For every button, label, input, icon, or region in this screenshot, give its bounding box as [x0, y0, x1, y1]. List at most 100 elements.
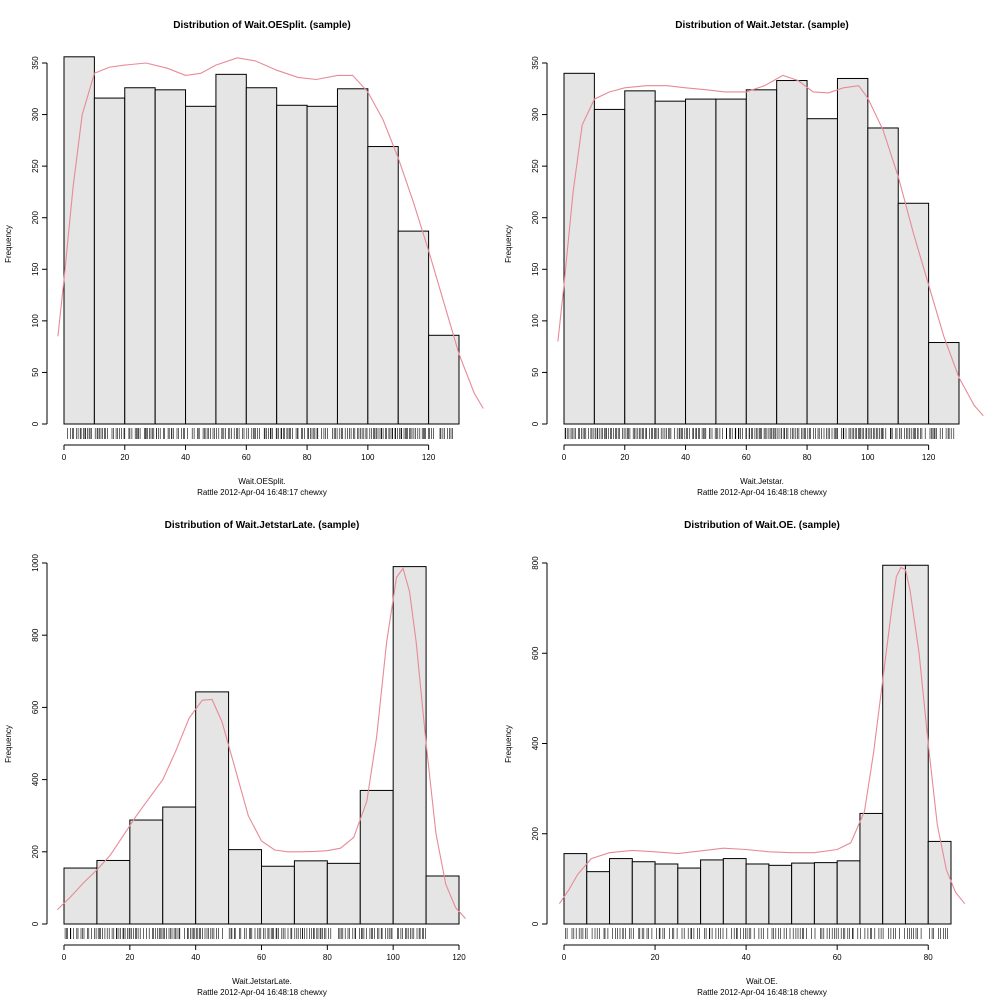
x-tick-label: 100: [861, 453, 875, 462]
histogram-bar: [929, 343, 959, 424]
histogram-bar: [655, 864, 678, 924]
histogram-bar: [186, 106, 216, 424]
histogram-bar: [337, 89, 367, 424]
histogram-bar: [777, 81, 807, 424]
histogram-bar: [625, 91, 655, 424]
rug-plot: [565, 428, 954, 439]
histogram-bar: [898, 203, 928, 424]
y-tick-label: 400: [31, 772, 40, 786]
histogram-bar: [594, 109, 624, 424]
histogram-bar: [393, 567, 426, 924]
y-tick-label: 50: [531, 367, 540, 376]
histogram-bar: [398, 231, 428, 424]
y-tick-label: 200: [531, 210, 540, 224]
rug-plot: [65, 928, 426, 939]
chart-title: Distribution of Wait.JetstarLate. (sampl…: [165, 520, 360, 531]
histogram-bar: [327, 863, 360, 924]
x-tick-label: 60: [242, 453, 251, 462]
x-tick-label: 40: [181, 453, 190, 462]
x-tick-label: 60: [833, 953, 842, 962]
x-tick-label: 20: [120, 453, 129, 462]
rug-ticks: [68, 428, 453, 439]
rug-ticks: [65, 928, 426, 939]
histogram-bar: [723, 859, 746, 924]
panel-wait-oesplit: Distribution of Wait.OESplit. (sample) F…: [4, 20, 483, 497]
y-tick-label: 800: [31, 628, 40, 642]
y-tick-label: 0: [531, 421, 540, 426]
y-tick-label: 600: [531, 646, 540, 660]
histogram-bar: [883, 565, 906, 924]
histogram-bar: [564, 73, 594, 424]
x-tick-label: 80: [803, 453, 812, 462]
x-tick-label: 80: [303, 453, 312, 462]
y-tick-label: 100: [31, 314, 40, 328]
rug-plot: [565, 928, 947, 939]
histogram-bar: [746, 90, 776, 424]
x-tick-label: 60: [257, 953, 266, 962]
y-tick-label: 250: [531, 159, 540, 173]
chart-caption: Rattle 2012-Apr-04 16:48:18 chewxy: [197, 988, 327, 997]
histogram-bar: [368, 147, 398, 424]
x-axis-label: Wait.Jetstar.: [740, 477, 784, 486]
x-tick-label: 40: [742, 953, 751, 962]
histogram-bar: [307, 106, 337, 424]
x-tick-label: 0: [562, 453, 567, 462]
histogram-bar: [587, 872, 610, 924]
histogram-bar: [701, 860, 724, 924]
histogram-bar: [246, 88, 276, 424]
y-tick-label: 150: [31, 262, 40, 276]
y-tick-label: 200: [31, 210, 40, 224]
y-axis-label: Frequency: [504, 725, 513, 763]
y-tick-label: 250: [31, 159, 40, 173]
x-tick-label: 20: [620, 453, 629, 462]
x-tick-label: 40: [681, 453, 690, 462]
y-tick-label: 400: [531, 736, 540, 750]
y-tick-label: 0: [31, 421, 40, 426]
histogram-bar: [564, 854, 587, 924]
histogram-bar: [928, 841, 951, 924]
x-tick-label: 120: [452, 953, 466, 962]
y-tick-label: 200: [531, 827, 540, 841]
chart-caption: Rattle 2012-Apr-04 16:48:17 chewxy: [197, 488, 327, 497]
histogram-bar: [360, 790, 393, 924]
y-tick-label: 300: [31, 107, 40, 121]
histogram-bar: [262, 866, 295, 924]
y-axis-label: Frequency: [504, 225, 513, 263]
y-tick-label: 600: [31, 700, 40, 714]
x-tick-label: 100: [386, 953, 400, 962]
chart-title: Distribution of Wait.OESplit. (sample): [173, 20, 350, 31]
x-tick-label: 0: [62, 453, 67, 462]
histogram-bar: [229, 850, 262, 924]
histogram-bar: [837, 861, 860, 924]
histogram-bar: [277, 105, 307, 424]
histogram-bar: [216, 74, 246, 424]
x-tick-label: 60: [742, 453, 751, 462]
rug-plot: [68, 428, 453, 439]
x-tick-label: 40: [191, 953, 200, 962]
y-tick-label: 300: [531, 107, 540, 121]
chart-title: Distribution of Wait.OE. (sample): [684, 520, 840, 531]
chart-caption: Rattle 2012-Apr-04 16:48:18 chewxy: [697, 988, 827, 997]
y-tick-label: 1000: [31, 554, 40, 572]
y-tick-label: 200: [31, 845, 40, 859]
histogram-bar: [426, 876, 459, 924]
chart-caption: Rattle 2012-Apr-04 16:48:18 chewxy: [697, 488, 827, 497]
histogram-bar: [125, 88, 155, 424]
histogram-bar: [905, 565, 928, 924]
y-tick-label: 350: [531, 56, 540, 70]
histogram-bar: [610, 859, 633, 924]
histogram-bar: [746, 864, 769, 924]
histogram-bar: [294, 861, 327, 924]
histogram-bar: [130, 820, 163, 924]
y-tick-label: 0: [31, 921, 40, 926]
x-axis-label: Wait.OE.: [746, 977, 778, 986]
histogram-bar: [155, 90, 185, 424]
histogram-bar: [860, 813, 883, 924]
x-tick-label: 100: [361, 453, 375, 462]
y-axis-label: Frequency: [4, 225, 13, 263]
histogram-bar: [837, 78, 867, 424]
histogram-bar: [792, 863, 815, 924]
x-axis-label: Wait.JetstarLate.: [232, 977, 292, 986]
histogram-bar: [64, 57, 94, 424]
